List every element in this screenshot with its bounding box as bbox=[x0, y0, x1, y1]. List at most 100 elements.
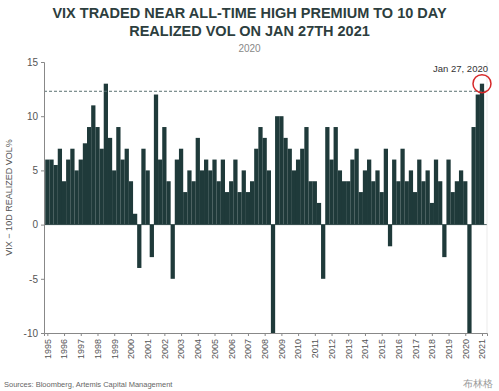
bar bbox=[217, 181, 221, 224]
x-tick-mark bbox=[449, 333, 450, 336]
x-tick: 2006 bbox=[227, 333, 237, 359]
bar bbox=[87, 127, 91, 225]
x-tick-label: 2020 bbox=[461, 339, 471, 359]
bar bbox=[49, 160, 53, 225]
x-tick-mark bbox=[365, 333, 366, 336]
y-tick: -5 bbox=[29, 274, 44, 285]
bar bbox=[300, 149, 304, 225]
x-tick-label: 1998 bbox=[93, 339, 103, 359]
bar bbox=[137, 225, 141, 268]
bar bbox=[329, 160, 333, 225]
bar bbox=[74, 170, 78, 224]
bar bbox=[204, 160, 208, 225]
bar bbox=[417, 160, 421, 225]
bar bbox=[158, 160, 162, 225]
x-tick-mark bbox=[81, 333, 82, 336]
bar bbox=[133, 214, 137, 225]
bar bbox=[221, 160, 225, 225]
bar bbox=[467, 225, 471, 333]
bar bbox=[258, 127, 262, 225]
x-tick-label: 2008 bbox=[260, 339, 270, 359]
bar bbox=[187, 170, 191, 224]
bar bbox=[175, 160, 179, 225]
x-tick-label: 2003 bbox=[176, 339, 186, 359]
bar bbox=[371, 181, 375, 224]
bar bbox=[317, 203, 321, 225]
bar bbox=[242, 170, 246, 224]
x-tick: 2003 bbox=[176, 333, 186, 359]
bar bbox=[375, 170, 379, 224]
x-tick-label: 2006 bbox=[227, 339, 237, 359]
bar bbox=[292, 170, 296, 224]
bar bbox=[246, 192, 250, 225]
bar bbox=[288, 149, 292, 225]
x-tick-mark bbox=[398, 333, 399, 336]
x-tick: 2015 bbox=[377, 333, 387, 359]
bar bbox=[112, 170, 116, 224]
x-tick: 2017 bbox=[410, 333, 420, 359]
x-axis-line bbox=[45, 334, 488, 337]
y-tick-mark bbox=[41, 116, 44, 117]
bar bbox=[66, 160, 70, 225]
x-tick: 2012 bbox=[327, 333, 337, 359]
y-tick: -10 bbox=[24, 328, 44, 339]
bar bbox=[91, 105, 95, 224]
x-tick-mark bbox=[332, 333, 333, 336]
x-tick-label: 2009 bbox=[277, 339, 287, 359]
bar bbox=[459, 170, 463, 224]
x-tick-mark bbox=[465, 333, 466, 336]
x-tick: 2018 bbox=[427, 333, 437, 359]
bar bbox=[354, 149, 358, 225]
x-tick-mark bbox=[382, 333, 383, 336]
x-tick: 2009 bbox=[277, 333, 287, 359]
bar bbox=[229, 181, 233, 224]
x-tick-label: 2007 bbox=[243, 339, 253, 359]
bar bbox=[471, 127, 475, 225]
x-tick-label: 2015 bbox=[377, 339, 387, 359]
bar bbox=[279, 116, 283, 224]
title: REALIZED VOL ON JAN 27TH 2021 bbox=[129, 23, 370, 39]
bar bbox=[191, 181, 195, 224]
x-tick-mark bbox=[215, 333, 216, 336]
x-tick-mark bbox=[432, 333, 433, 336]
zero-line bbox=[44, 224, 487, 225]
bar bbox=[154, 95, 158, 225]
y-tick-label: -10 bbox=[24, 328, 39, 339]
x-tick-label: 2002 bbox=[160, 339, 170, 359]
bar bbox=[54, 165, 58, 225]
bar bbox=[108, 138, 112, 225]
bar bbox=[350, 160, 354, 225]
y-tick-mark bbox=[41, 333, 44, 334]
x-tick: 1998 bbox=[93, 333, 103, 359]
y-tick-label: -5 bbox=[29, 274, 38, 285]
bar bbox=[79, 160, 83, 225]
source: Sources: Bloomberg, Artemis Capital Mana… bbox=[4, 380, 173, 389]
x-tick-label: 2010 bbox=[293, 339, 303, 359]
bar bbox=[237, 192, 241, 225]
bar bbox=[225, 192, 229, 225]
x-tick: 2004 bbox=[193, 333, 203, 359]
bar bbox=[129, 181, 133, 224]
bar bbox=[62, 181, 66, 224]
x-tick-mark bbox=[114, 333, 115, 336]
bar bbox=[196, 138, 200, 225]
x-tick-mark bbox=[148, 333, 149, 336]
x-tick-mark bbox=[164, 333, 165, 336]
y-tick-label: 15 bbox=[27, 57, 39, 68]
x-tick-mark bbox=[181, 333, 182, 336]
highlight-circle bbox=[473, 75, 491, 93]
y-tick: 10 bbox=[27, 111, 44, 122]
bar bbox=[392, 160, 396, 225]
bar bbox=[150, 225, 154, 258]
bar bbox=[346, 181, 350, 224]
y-tick: 15 bbox=[27, 57, 44, 68]
bar bbox=[45, 160, 49, 225]
x-tick-label: 2005 bbox=[210, 339, 220, 359]
x-tick: 2005 bbox=[210, 333, 220, 359]
x-tick: 2010 bbox=[293, 333, 303, 359]
bar bbox=[200, 170, 204, 224]
bar bbox=[283, 138, 287, 225]
bar bbox=[271, 225, 275, 333]
bar bbox=[208, 170, 212, 224]
x-tick: 2014 bbox=[360, 333, 370, 359]
